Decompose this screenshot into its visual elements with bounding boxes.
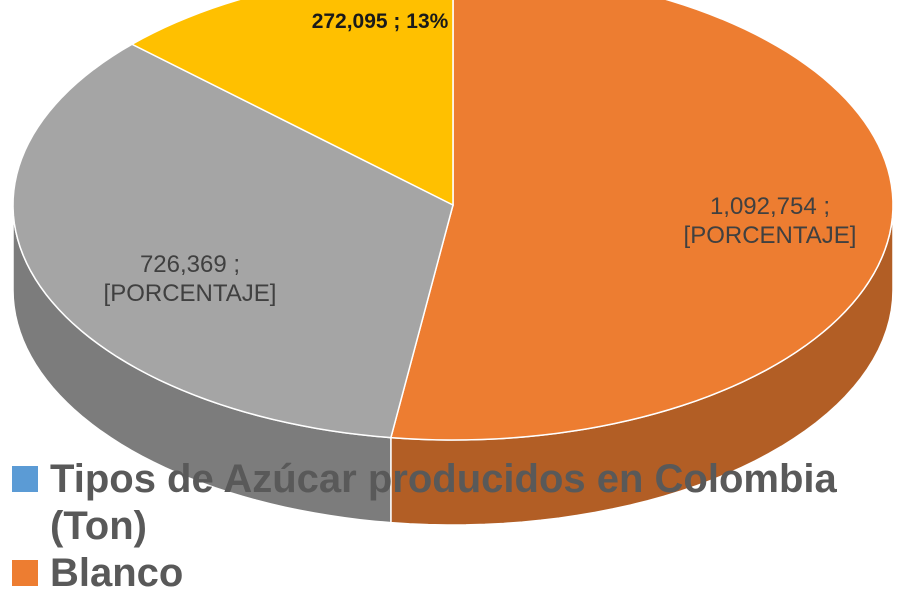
legend: Tipos de Azúcar producidos en Colombia (… <box>12 456 892 597</box>
data-label: 726,369 ; [PORCENTAJE] <box>103 251 277 307</box>
legend-label: Tipos de Azúcar producidos en Colombia (… <box>50 457 837 548</box>
legend-swatch <box>12 466 38 492</box>
slice <box>12 43 454 439</box>
slice <box>389 0 894 441</box>
legend-swatch <box>12 560 38 586</box>
legend-label: Blanco <box>50 551 184 595</box>
slice <box>130 0 454 207</box>
legend-entry: Tipos de Azúcar producidos en Colombia (… <box>12 456 892 550</box>
legend-entry: Blanco <box>12 550 892 597</box>
data-label: 1,092,754 ; [PORCENTAJE] <box>683 193 857 249</box>
data-label: 272,095 ; 13% <box>311 10 449 33</box>
